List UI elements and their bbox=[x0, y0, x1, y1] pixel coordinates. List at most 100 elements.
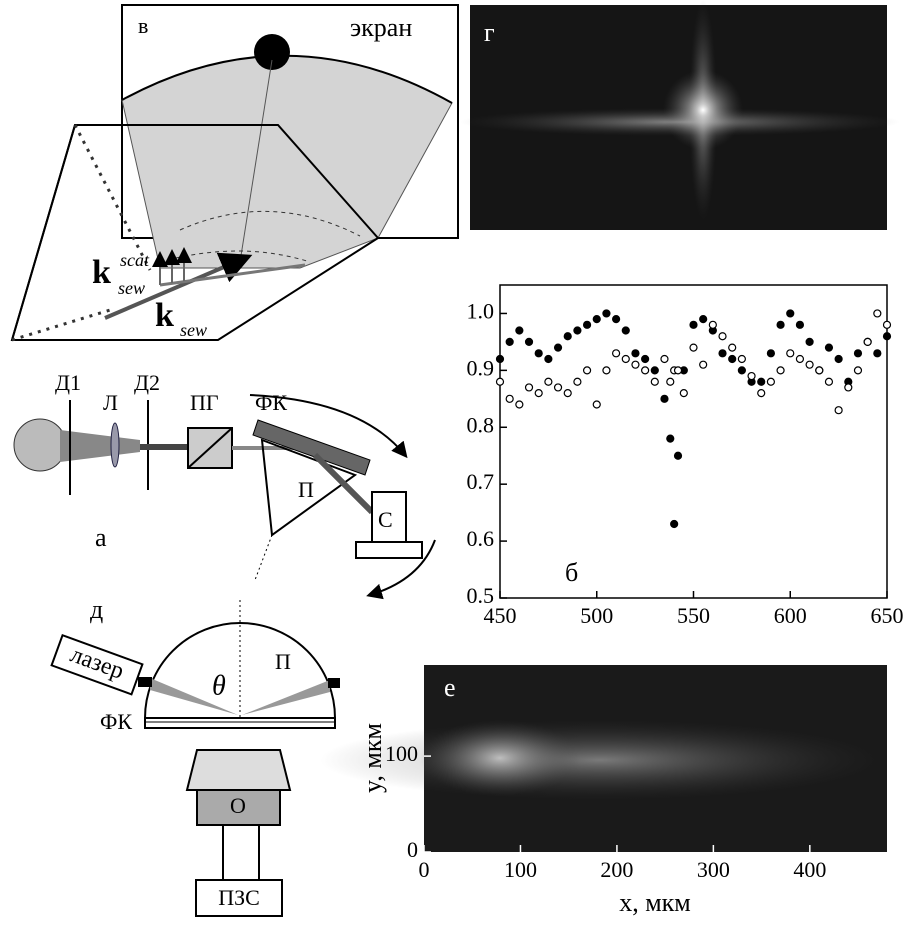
y-tick-label: 0.7 bbox=[467, 469, 495, 494]
data-point bbox=[642, 355, 649, 362]
data-point bbox=[854, 367, 861, 374]
screen-label: экран bbox=[350, 13, 412, 42]
data-point bbox=[738, 355, 745, 362]
y-axis-label: y, мкм bbox=[358, 723, 387, 793]
x-tick-label: 650 bbox=[871, 603, 904, 628]
data-point bbox=[574, 378, 581, 385]
panel-label: г bbox=[484, 18, 495, 47]
y-tick-label: 0 bbox=[407, 837, 418, 862]
data-point bbox=[516, 327, 523, 334]
data-point bbox=[555, 344, 562, 351]
y-tick-label: 0.5 bbox=[467, 583, 495, 608]
data-point bbox=[535, 350, 542, 357]
x-tick-label: 600 bbox=[774, 603, 807, 628]
data-point bbox=[535, 390, 542, 397]
data-point bbox=[667, 435, 674, 442]
plot-frame bbox=[500, 285, 887, 598]
prism-label: П bbox=[275, 649, 291, 674]
part-label: С bbox=[378, 507, 393, 532]
data-point bbox=[758, 390, 765, 397]
k-sup: scat bbox=[120, 250, 150, 270]
data-point bbox=[854, 350, 861, 357]
data-point bbox=[758, 378, 765, 385]
data-point bbox=[884, 321, 891, 328]
data-point bbox=[661, 355, 668, 362]
data-point bbox=[787, 350, 794, 357]
x-tick-label: 200 bbox=[600, 857, 633, 882]
y-tick-label: 100 bbox=[385, 741, 418, 766]
data-point bbox=[497, 355, 504, 362]
data-point bbox=[690, 344, 697, 351]
data-point bbox=[719, 333, 726, 340]
data-point bbox=[796, 321, 803, 328]
data-point bbox=[613, 350, 620, 357]
data-point bbox=[835, 407, 842, 414]
data-point bbox=[555, 384, 562, 391]
data-point bbox=[651, 378, 658, 385]
data-point bbox=[622, 327, 629, 334]
x-tick-label: 400 bbox=[793, 857, 826, 882]
data-point bbox=[680, 390, 687, 397]
k-sub: sew bbox=[180, 320, 207, 340]
glow bbox=[420, 720, 580, 796]
data-point bbox=[729, 344, 736, 351]
data-point bbox=[835, 355, 842, 362]
data-point bbox=[675, 367, 682, 374]
data-point bbox=[806, 338, 813, 345]
data-point bbox=[777, 321, 784, 328]
data-point bbox=[874, 310, 881, 317]
data-point bbox=[545, 355, 552, 362]
data-point bbox=[690, 321, 697, 328]
data-point bbox=[506, 395, 513, 402]
part-label: П bbox=[298, 477, 314, 502]
data-point bbox=[593, 316, 600, 323]
data-point bbox=[738, 367, 745, 374]
x-tick-label: 550 bbox=[677, 603, 710, 628]
data-point bbox=[632, 350, 639, 357]
data-point bbox=[613, 316, 620, 323]
k-sub: sew bbox=[118, 278, 145, 298]
crystal-label: ФК bbox=[100, 709, 132, 734]
data-point bbox=[816, 367, 823, 374]
data-point bbox=[526, 338, 533, 345]
image-top: г bbox=[460, 0, 900, 230]
data-point bbox=[806, 361, 813, 368]
data-point bbox=[767, 378, 774, 385]
y-tick-label: 0.6 bbox=[467, 526, 495, 551]
x-tick-label: 0 bbox=[419, 857, 430, 882]
data-point bbox=[564, 333, 571, 340]
data-point bbox=[661, 395, 668, 402]
data-point bbox=[825, 378, 832, 385]
x-tick-label: 100 bbox=[504, 857, 537, 882]
y-tick-label: 0.9 bbox=[467, 355, 495, 380]
data-point bbox=[729, 355, 736, 362]
panel-label: в bbox=[138, 13, 148, 38]
part-label: Д1 bbox=[55, 370, 81, 395]
diagram-top: в экран k sew scat k sew bbox=[12, 5, 458, 340]
data-point bbox=[825, 344, 832, 351]
data-point bbox=[506, 338, 513, 345]
figure: в экран k sew scat k sew г Д1 Л Д2 ПГ ФК… bbox=[0, 0, 905, 921]
data-point bbox=[603, 367, 610, 374]
data-point bbox=[545, 378, 552, 385]
data-point bbox=[874, 350, 881, 357]
y-tick-label: 1.0 bbox=[467, 299, 495, 324]
data-point bbox=[709, 321, 716, 328]
data-point bbox=[516, 401, 523, 408]
data-point bbox=[719, 350, 726, 357]
data-point bbox=[671, 521, 678, 528]
data-point bbox=[748, 373, 755, 380]
part-label: ФК bbox=[255, 390, 287, 415]
part-label: Д2 bbox=[134, 370, 160, 395]
data-point bbox=[632, 361, 639, 368]
data-point bbox=[574, 327, 581, 334]
data-point bbox=[767, 350, 774, 357]
panel-label: а bbox=[95, 523, 107, 552]
part-label: ПГ bbox=[190, 390, 219, 415]
data-point bbox=[667, 378, 674, 385]
camera-label: ПЗС bbox=[218, 885, 260, 910]
data-point bbox=[564, 390, 571, 397]
data-point bbox=[497, 378, 504, 385]
data-point bbox=[584, 367, 591, 374]
